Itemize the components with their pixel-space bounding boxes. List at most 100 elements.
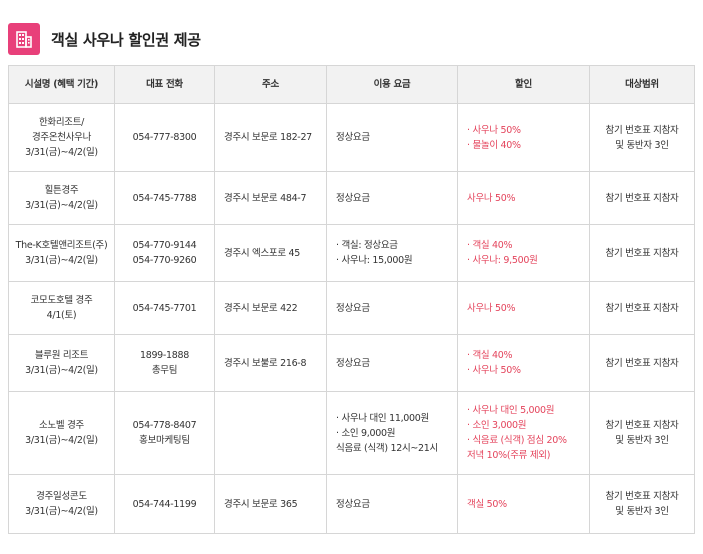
cell-facility: 한화리조트/경주온천사우나 3/31(금)~4/2(일) — [8, 103, 115, 172]
cell-discount: · 객실 40% · 사우나 50% — [457, 334, 590, 392]
cell-fee: · 객실: 정상요금 · 사우나: 15,000원 — [326, 224, 458, 282]
column-header-scope: 대상범위 — [589, 65, 695, 104]
cell-address — [214, 391, 327, 475]
cell-address-line: 경주시 보문로 484-7 — [224, 192, 307, 204]
cell-address: 경주시 보문로 182-27 — [214, 103, 327, 172]
cell-scope: 참기 번호표 지참자 — [589, 281, 695, 335]
cell-facility: The-K호텔앤리조트(주) 3/31(금)~4/2(일) — [8, 224, 115, 282]
cell-fee-line: · 소인 9,000원 — [336, 427, 396, 439]
cell-fee-line: · 객실: 정상요금 — [336, 240, 398, 251]
cell-discount-line: · 사우나 50% — [467, 124, 521, 136]
cell-discount: · 사우나 대인 5,000원 · 소인 3,000원 · 식음료 (식객) 점심 … — [457, 391, 590, 475]
cell-fee: 정상요금 — [326, 171, 458, 225]
table-row: 힐튼경주 3/31(금)~4/2(일) 054-745-7788 경주시 보문로 48… — [8, 171, 695, 225]
cell-phone-line: 1899-1888 — [139, 350, 190, 361]
cell-discount-line: · 사우나: 9,500원 — [467, 255, 538, 266]
cell-phone: 054-744-1199 — [114, 474, 215, 534]
cell-discount-line: · 객실 40% — [467, 240, 513, 251]
cell-phone-line: 054-770-9144 — [132, 240, 197, 251]
cell-phone-line: 054-778-8407 — [132, 420, 197, 431]
cell-address: 경주시 보문로 365 — [214, 474, 327, 534]
cell-phone: 054-745-7701 — [114, 281, 215, 335]
cell-discount-line: 객실 50% — [467, 498, 507, 510]
cell-scope: 참기 번호표 지참자 — [589, 334, 695, 392]
cell-facility-line: 3/31(금)~4/2(일) — [25, 506, 98, 517]
cell-fee-line: 식음료 (식객) 12시~21시 — [336, 442, 438, 454]
table-row: 코모도호텔 경주 4/1(토) 054-745-7701 경주시 보문로 422 정상요… — [8, 281, 695, 335]
page-title: 객실 사우나 할인권 제공 — [51, 30, 201, 49]
table-row: 경주일성콘도 3/31(금)~4/2(일) 054-744-1199 경주시 보문로 … — [8, 474, 695, 534]
cell-discount-line: · 소인 3,000원 — [467, 420, 527, 431]
cell-fee-line: 정상요금 — [336, 302, 370, 314]
cell-address-line: 경주시 보문로 365 — [224, 498, 298, 510]
cell-scope-line: 참기 번호표 지참자 — [605, 357, 679, 369]
cell-phone-line: 054-744-1199 — [132, 498, 197, 510]
cell-scope-line: 참기 번호표 지참자 — [605, 491, 679, 502]
cell-phone-line: 054-745-7701 — [132, 302, 197, 314]
cell-discount-line: · 사우나 50% — [467, 365, 521, 376]
column-header-address: 주소 — [214, 65, 327, 104]
cell-facility-line: 3/31(금)~4/2(일) — [25, 147, 98, 158]
cell-fee: 정상요금 — [326, 103, 458, 172]
cell-facility-line: 3/31(금)~4/2(일) — [25, 200, 98, 211]
cell-phone: 054-777-8300 — [114, 103, 215, 172]
cell-scope-line: 참기 번호표 지참자 — [605, 247, 679, 259]
cell-scope-line: 참기 번호표 지참자 — [605, 192, 679, 204]
cell-fee-line: 정상요금 — [336, 498, 370, 510]
cell-fee-line: 정상요금 — [336, 357, 370, 369]
cell-phone-line: 054-777-8300 — [132, 132, 197, 143]
cell-discount-line: 사우나 50% — [467, 192, 516, 204]
cell-fee-line: · 사우나: 15,000원 — [336, 255, 413, 266]
cell-fee: 정상요금 — [326, 334, 458, 392]
cell-scope-line: 참기 번호표 지참자 — [605, 302, 679, 314]
cell-fee-line: · 사우나 대인 11,000원 — [336, 412, 429, 424]
building-icon — [8, 23, 40, 55]
cell-discount-line: · 객실 40% — [467, 350, 513, 361]
cell-scope: 참기 번호표 지참자 — [589, 171, 695, 225]
section-header: 객실 사우나 할인권 제공 — [8, 22, 201, 56]
cell-discount: · 객실 40% · 사우나: 9,500원 — [457, 224, 590, 282]
cell-facility-line: 힐튼경주 — [44, 185, 79, 196]
table-header-row: 시설명 (혜택 기간) 대표 전화 주소 이용 요금 할인 대상범위 — [8, 65, 695, 104]
cell-discount-line: 저녁 10%(주류 제외) — [467, 450, 551, 461]
cell-discount: · 사우나 50% · 물놀이 40% — [457, 103, 590, 172]
cell-scope-line: 및 동반자 3인 — [615, 506, 669, 517]
cell-facility: 소노벨 경주 3/31(금)~4/2(일) — [8, 391, 115, 475]
cell-scope-line: 및 동반자 3인 — [615, 435, 669, 446]
cell-facility-line: 코모도호텔 경주 — [30, 295, 93, 306]
cell-facility: 힐튼경주 3/31(금)~4/2(일) — [8, 171, 115, 225]
table-row: The-K호텔앤리조트(주) 3/31(금)~4/2(일) 054-770-9144… — [8, 224, 695, 282]
cell-phone-line: 054-770-9260 — [132, 255, 197, 266]
cell-facility-line: 4/1(토) — [46, 310, 77, 321]
cell-phone: 054-770-9144 054-770-9260 — [114, 224, 215, 282]
cell-discount: 사우나 50% — [457, 281, 590, 335]
cell-phone: 054-778-8407 홍보마케팅팀 — [114, 391, 215, 475]
cell-address-line: 경주시 엑스포로 45 — [224, 247, 301, 259]
column-header-phone: 대표 전화 — [114, 65, 215, 104]
cell-facility: 블루원 리조트 3/31(금)~4/2(일) — [8, 334, 115, 392]
cell-phone: 1899-1888 총무팀 — [114, 334, 215, 392]
cell-facility-line: The-K호텔앤리조트(주) — [15, 240, 108, 251]
cell-scope-line: 참기 번호표 지참자 — [605, 420, 679, 431]
column-header-facility: 시설명 (혜택 기간) — [8, 65, 115, 104]
cell-facility-line: 한화리조트/ — [38, 117, 85, 128]
cell-facility: 코모도호텔 경주 4/1(토) — [8, 281, 115, 335]
cell-facility-line: 3/31(금)~4/2(일) — [25, 365, 98, 376]
cell-address-line: 경주시 보문로 182-27 — [224, 132, 312, 143]
cell-facility-line: 3/31(금)~4/2(일) — [25, 435, 98, 446]
cell-scope-line: 및 동반자 3인 — [615, 139, 669, 151]
cell-facility-line: 경주일성콘도 — [36, 491, 87, 502]
table-row: 한화리조트/경주온천사우나 3/31(금)~4/2(일) 054-777-8300 경… — [8, 103, 695, 172]
cell-phone-line: 054-745-7788 — [132, 192, 197, 204]
cell-facility: 경주일성콘도 3/31(금)~4/2(일) — [8, 474, 115, 534]
cell-discount: 객실 50% — [457, 474, 590, 534]
cell-scope-line: 참기 번호표 지참자 — [605, 124, 679, 136]
cell-address: 경주시 보문로 484-7 — [214, 171, 327, 225]
cell-fee: 정상요금 — [326, 281, 458, 335]
cell-discount-line: · 식음료 (식객) 점심 20% — [467, 435, 567, 446]
cell-facility-line: 경주온천사우나 — [31, 132, 92, 143]
